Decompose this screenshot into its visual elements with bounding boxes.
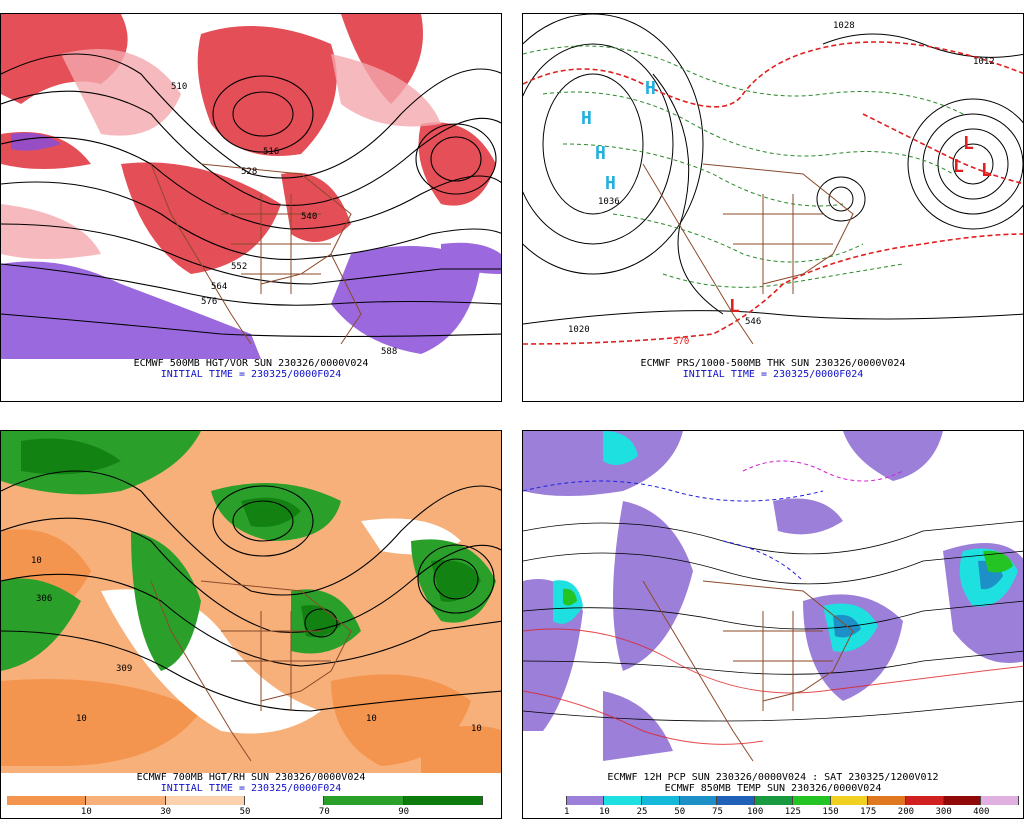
initial-time: INITIAL TIME = 230325/0000F024 <box>160 369 342 380</box>
rh-label: 10 <box>366 714 377 724</box>
precipitation-map <box>523 431 1023 773</box>
humidity-map: 10 10 10 10 309 306 <box>1 431 501 773</box>
colorbar-tick-label: 100 <box>747 807 764 817</box>
height-label: 540 <box>301 212 317 222</box>
colorbar-swatch <box>792 796 831 805</box>
initial-time: INITIAL TIME = 230325/0000F024 <box>682 369 864 380</box>
colorbar-swatch <box>165 796 245 805</box>
vorticity-map: 528 516 540 552 564 576 588 510 <box>1 14 501 359</box>
initial-time: INITIAL TIME = 230325/0000F024 <box>160 783 342 794</box>
panel-caption: ECMWF 700MB HGT/RH SUN 230326/0000V024 <box>136 772 366 783</box>
rh-colorbar: 10 30 50 70 90 <box>7 796 483 818</box>
colorbar-swatch <box>981 796 1019 805</box>
height-label: 576 <box>201 297 217 307</box>
colorbar-swatch <box>7 796 87 805</box>
high-pressure-marker: H <box>595 143 606 164</box>
panel-caption: ECMWF 500MB HGT/VOR SUN 230326/0000V024 <box>133 358 369 369</box>
colorbar-tick-label: 200 <box>897 807 915 817</box>
colorbar-tick-label: 300 <box>935 807 952 817</box>
colorbar-swatch <box>529 796 567 805</box>
height-label: 516 <box>263 147 279 157</box>
colorbar-swatch <box>566 796 605 805</box>
colorbar-tick-label: 125 <box>784 807 801 817</box>
thickness-label: 570 <box>673 337 689 347</box>
colorbar-tick-label: 90 <box>398 807 410 817</box>
panel-caption-secondary: ECMWF 850MB TEMP SUN 230326/0000V024 <box>664 783 882 794</box>
colorbar-tick-label: 10 <box>80 807 92 817</box>
colorbar-tick-label: 175 <box>860 807 877 817</box>
colorbar-tick-label: 150 <box>822 807 839 817</box>
colorbar-swatch <box>717 796 756 805</box>
pressure-map: H H H H L L L L 1020 1028 1036 1012 570 … <box>523 14 1023 359</box>
rh-label: 10 <box>31 556 42 566</box>
colorbar-tick-label: 75 <box>712 807 723 817</box>
high-pressure-marker: H <box>645 78 656 99</box>
low-pressure-marker: L <box>953 156 964 177</box>
colorbar-tick-label: 50 <box>674 807 686 817</box>
low-pressure-marker: L <box>981 160 992 181</box>
height-label: 528 <box>241 167 257 177</box>
isobar-label: 1012 <box>973 57 995 67</box>
high-pressure-marker: H <box>581 108 592 129</box>
panel-pressure-thickness: H H H H L L L L 1020 1028 1036 1012 570 … <box>522 13 1024 402</box>
rh-label: 10 <box>471 724 482 734</box>
colorbar-swatch <box>86 796 166 805</box>
height-label: 510 <box>171 82 187 92</box>
colorbar-swatch <box>830 796 869 805</box>
colorbar-tick-label: 400 <box>973 807 990 817</box>
height-label: 588 <box>381 347 397 357</box>
isobar-label: 1020 <box>568 325 590 335</box>
height-label: 564 <box>211 282 227 292</box>
high-pressure-marker: H <box>605 173 616 194</box>
low-pressure-marker: L <box>729 296 740 317</box>
rh-label: 10 <box>76 714 87 724</box>
colorbar-swatch <box>868 796 906 805</box>
colorbar-swatch <box>905 796 944 805</box>
colorbar-tick-label: 25 <box>636 807 648 817</box>
isobar-label: 1028 <box>833 21 855 31</box>
panel-caption: ECMWF 12H PCP SUN 230326/0000V024 : SAT … <box>607 772 939 783</box>
colorbar-tick-label: 1 <box>563 807 570 817</box>
colorbar-tick-label: 70 <box>318 807 330 817</box>
colorbar-swatch <box>642 796 680 805</box>
colorbar-swatch <box>324 796 404 805</box>
colorbar-tick-label: 30 <box>160 807 172 817</box>
height-label: 309 <box>116 664 132 674</box>
height-label: 306 <box>36 594 52 604</box>
colorbar-swatch <box>245 796 325 805</box>
colorbar-swatch <box>604 796 643 805</box>
panel-500mb-vorticity: 528 516 540 552 564 576 588 510 ECMWF 50… <box>0 13 502 402</box>
panel-700mb-humidity: 10 10 10 10 309 306 ECMWF 700MB HGT/RH S… <box>0 430 502 819</box>
colorbar-tick-label: 50 <box>239 807 251 817</box>
colorbar-swatch <box>755 796 793 805</box>
colorbar-swatch <box>403 796 483 805</box>
colorbar-swatch <box>679 796 718 805</box>
low-pressure-marker: L <box>963 133 974 154</box>
colorbar-tick-label: 10 <box>598 807 610 817</box>
thickness-label: 546 <box>745 317 761 327</box>
panel-caption: ECMWF PRS/1000-500MB THK SUN 230326/0000… <box>640 358 906 369</box>
colorbar-swatch <box>943 796 982 805</box>
height-label: 552 <box>231 262 247 272</box>
panel-precipitation: ECMWF 12H PCP SUN 230326/0000V024 : SAT … <box>522 430 1024 819</box>
isobar-label: 1036 <box>598 197 620 207</box>
pcp-colorbar: 1 10 25 50 75 100 125 150 175 200 300 400 <box>529 796 1019 818</box>
